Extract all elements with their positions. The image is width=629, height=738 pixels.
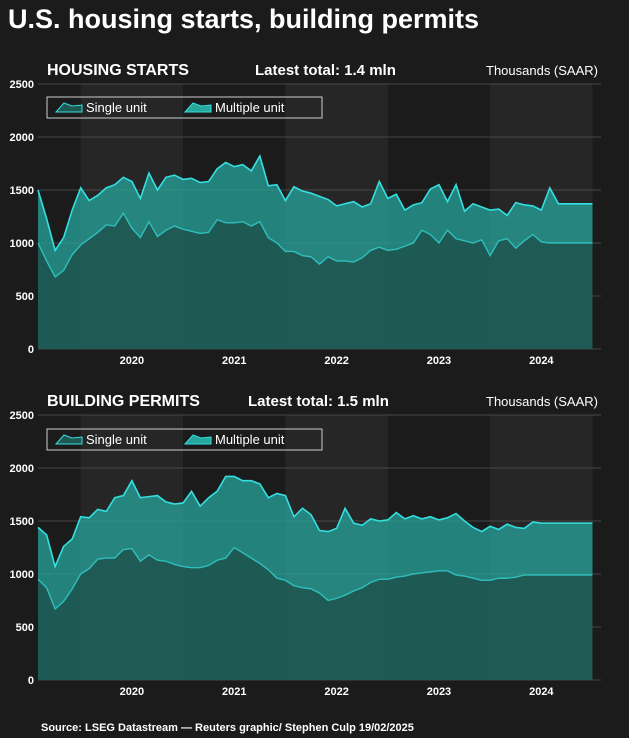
- x-tick-label-2020: 2020: [120, 355, 144, 367]
- legend-single-label: Single unit: [86, 432, 147, 447]
- x-tick-label-2024: 2024: [529, 355, 554, 367]
- latest-total: Latest total: 1.5 mln: [248, 393, 389, 410]
- legend-multi-label: Multiple unit: [215, 432, 285, 447]
- y-tick-label: 1500: [10, 516, 34, 528]
- y-tick-label: 2500: [10, 79, 34, 91]
- y-tick-label: 1500: [10, 185, 34, 197]
- legend-box: [46, 428, 323, 451]
- single-unit-line: [37, 211, 593, 278]
- y-tick-label: 0: [28, 675, 34, 687]
- latest-total: Latest total: 1.4 mln: [255, 62, 396, 79]
- x-tick-label-2023: 2023: [427, 686, 451, 698]
- y-tick-label: 1000: [10, 569, 34, 581]
- multiple-unit-line: [37, 475, 593, 570]
- panel-title: HOUSING STARTS: [47, 62, 189, 79]
- x-tick-label-2022: 2022: [324, 355, 348, 367]
- y-tick-label: 0: [28, 344, 34, 356]
- y-tick-label: 1000: [10, 238, 34, 250]
- legend-single-label: Single unit: [86, 100, 147, 115]
- unit-label: Thousands (SAAR): [486, 394, 598, 409]
- multiple-unit-line: [37, 154, 593, 253]
- legend-single-swatch: [54, 102, 83, 113]
- x-tick-label-2022: 2022: [324, 686, 348, 698]
- y-tick-label: 500: [16, 622, 34, 634]
- legend-multi-swatch: [183, 102, 212, 113]
- single-unit-area: [38, 547, 593, 680]
- single-unit-area: [38, 213, 593, 349]
- legend-box: [46, 96, 323, 119]
- legend-multi-swatch: [183, 434, 212, 445]
- y-tick-label: 2000: [10, 463, 34, 475]
- x-tick-label-2021: 2021: [222, 686, 246, 698]
- legend-single-swatch: [54, 434, 83, 445]
- x-tick-label-2024: 2024: [529, 686, 554, 698]
- x-tick-label-2021: 2021: [222, 355, 246, 367]
- y-tick-label: 500: [16, 291, 34, 303]
- unit-label: Thousands (SAAR): [486, 63, 598, 78]
- y-tick-label: 2500: [10, 410, 34, 422]
- single-unit-line: [37, 546, 593, 611]
- building-permits-chart: 0 500 1000 1500 2000 2500 2020 2021 2022 2023 2024…: [10, 393, 601, 698]
- legend-multi-label: Multiple unit: [215, 100, 285, 115]
- panel-title: BUILDING PERMITS: [47, 393, 200, 410]
- housing-starts-chart: 0 500 1000 1500 2000 2500 2020 2021 2022 2023 2024…: [10, 62, 601, 367]
- x-tick-label-2020: 2020: [120, 686, 144, 698]
- page-title: U.S. housing starts, building permits: [8, 4, 480, 34]
- source-note: Source: LSEG Datastream — Reuters graphi…: [41, 722, 414, 734]
- y-tick-label: 2000: [10, 132, 34, 144]
- x-tick-label-2023: 2023: [427, 355, 451, 367]
